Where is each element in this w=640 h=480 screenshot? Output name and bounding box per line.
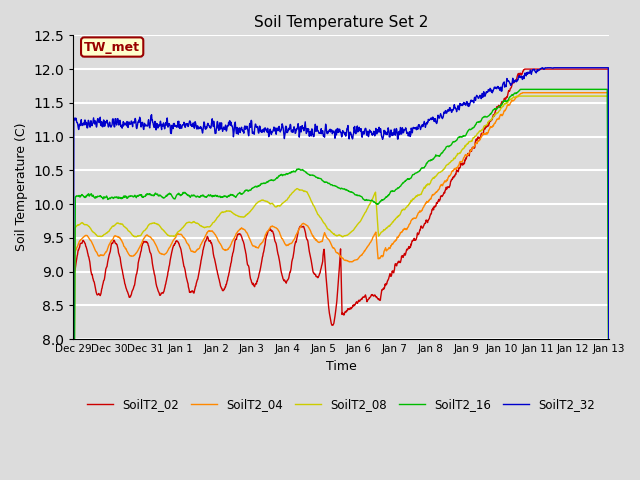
SoilT2_08 [494,110,502,116]
SoilT2_32 [541,65,549,71]
SoilT2_08 [513,93,521,99]
SoilT2_08 [424,181,432,187]
SoilT2_04 [248,242,256,248]
SoilT2_02 [424,217,432,223]
SoilT2_04 [175,231,183,237]
Line: SoilT2_32: SoilT2_32 [74,68,609,373]
Line: SoilT2_04: SoilT2_04 [74,93,609,480]
SoilT2_32 [605,336,612,341]
SoilT2_04 [494,116,502,122]
SoilT2_16 [516,86,524,92]
SoilT2_08 [248,206,256,212]
SoilT2_08 [189,219,196,225]
SoilT2_32 [538,65,546,71]
SoilT2_16 [541,86,549,92]
Y-axis label: Soil Temperature (C): Soil Temperature (C) [15,123,28,252]
SoilT2_04 [189,249,196,254]
SoilT2_02 [175,243,183,249]
Line: SoilT2_02: SoilT2_02 [74,69,609,480]
SoilT2_02 [189,288,196,294]
X-axis label: Time: Time [326,360,356,372]
SoilT2_32 [70,371,77,376]
SoilT2_16 [175,192,183,198]
SoilT2_04 [424,199,432,205]
SoilT2_02 [494,104,502,109]
SoilT2_16 [189,193,196,199]
Line: SoilT2_16: SoilT2_16 [74,89,609,480]
SoilT2_04 [518,90,526,96]
SoilT2_02 [541,66,549,72]
SoilT2_32 [189,122,196,128]
SoilT2_16 [424,159,432,165]
Legend: SoilT2_02, SoilT2_04, SoilT2_08, SoilT2_16, SoilT2_32: SoilT2_02, SoilT2_04, SoilT2_08, SoilT2_… [83,394,600,416]
SoilT2_16 [605,402,612,408]
SoilT2_32 [494,84,502,90]
SoilT2_04 [605,352,612,358]
SoilT2_08 [541,93,549,99]
SoilT2_08 [175,228,183,233]
SoilT2_16 [248,185,256,191]
SoilT2_16 [494,105,502,110]
SoilT2_32 [248,131,256,136]
SoilT2_02 [248,281,256,287]
SoilT2_02 [521,66,529,72]
SoilT2_32 [175,123,183,129]
Line: SoilT2_08: SoilT2_08 [74,96,609,480]
SoilT2_02 [605,269,612,275]
SoilT2_04 [541,90,549,96]
Title: Soil Temperature Set 2: Soil Temperature Set 2 [254,15,428,30]
SoilT2_08 [605,387,612,393]
SoilT2_32 [424,120,432,125]
Text: TW_met: TW_met [84,40,140,54]
